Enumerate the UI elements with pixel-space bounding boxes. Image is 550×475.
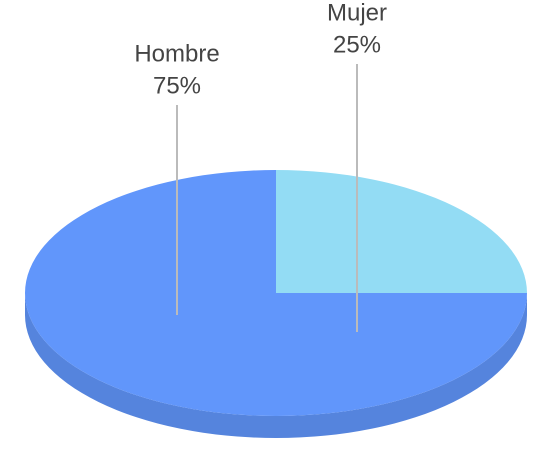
value-label: 25% <box>333 31 381 58</box>
slice <box>276 170 527 293</box>
value-label: 75% <box>153 72 201 99</box>
slice-side <box>25 293 527 438</box>
slice-label: Mujer <box>327 0 387 26</box>
slice-label: Hombre <box>134 40 219 67</box>
